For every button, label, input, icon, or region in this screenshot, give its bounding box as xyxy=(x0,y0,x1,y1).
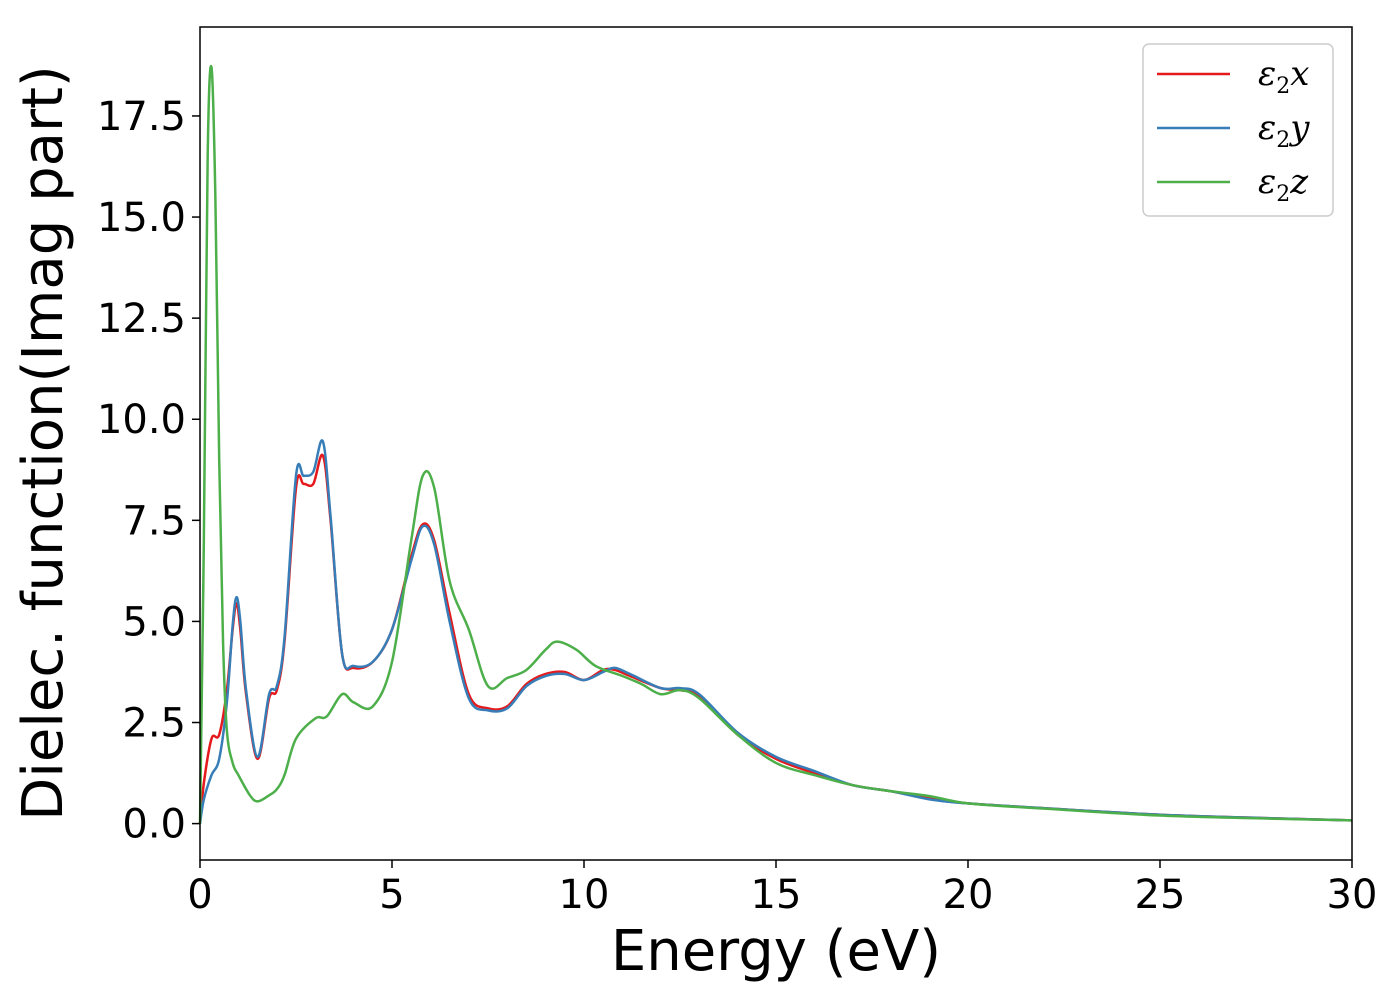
series-layer xyxy=(198,64,1353,824)
y-tick-label: 12.5 xyxy=(97,296,186,342)
series-line-z xyxy=(198,64,1353,824)
x-tick-label: 25 xyxy=(1135,872,1186,918)
x-tick-label: 20 xyxy=(943,872,994,918)
x-tick-label: 10 xyxy=(559,872,610,918)
series-line-y xyxy=(198,439,1353,824)
y-axis: 0.0 2.5 5.0 7.5 10.0 12.5 15.0 17.5 xyxy=(97,94,200,848)
x-tick-label: 5 xyxy=(379,872,404,918)
x-axis: 0 5 10 15 20 25 30 xyxy=(187,860,1377,918)
x-tick-label: 15 xyxy=(751,872,802,918)
y-tick-label: 15.0 xyxy=(97,195,186,241)
x-tick-label: 30 xyxy=(1327,872,1378,918)
legend: ε2x ε2y ε2z xyxy=(1142,43,1334,217)
legend-label-x: ε2x xyxy=(1258,54,1309,99)
x-tick-label: 0 xyxy=(187,872,212,918)
legend-box xyxy=(1142,43,1334,217)
legend-label-z: ε2z xyxy=(1258,162,1309,207)
x-axis-title: Energy (eV) xyxy=(611,919,941,984)
y-tick-label: 10.0 xyxy=(97,397,186,443)
y-tick-label: 2.5 xyxy=(122,701,186,747)
y-tick-label: 0.0 xyxy=(122,802,186,848)
legend-label-y: ε2y xyxy=(1258,108,1310,153)
y-axis-title: Dielec. function(Imag part) xyxy=(11,65,76,821)
y-tick-label: 7.5 xyxy=(122,498,186,544)
y-tick-label: 5.0 xyxy=(122,599,186,645)
y-tick-label: 17.5 xyxy=(97,94,186,140)
